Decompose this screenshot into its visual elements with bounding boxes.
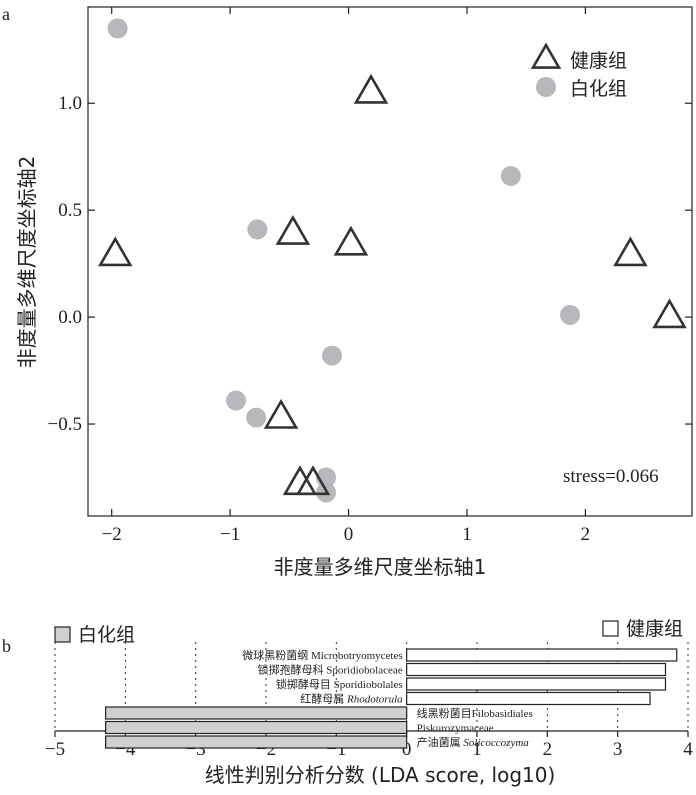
albino-point xyxy=(247,219,268,240)
albino-point xyxy=(226,390,247,411)
healthy-point xyxy=(333,225,369,256)
y-tick-label-a: 1.0 xyxy=(58,93,82,114)
scatter-points xyxy=(97,18,687,503)
healthy-point xyxy=(353,73,389,104)
plot-frame-a xyxy=(87,6,693,517)
healthy-point xyxy=(97,236,133,267)
y-tick-label-a: 0.0 xyxy=(58,307,82,328)
lda-bar xyxy=(406,677,667,691)
x-tick-label-b: 2 xyxy=(543,739,553,760)
y-axis-label-a: 非度量多维尺度坐标轴2 xyxy=(15,156,39,369)
panel-label-a: a xyxy=(2,4,10,24)
albino-point xyxy=(246,407,267,428)
lda-bar-label: 锁掷孢酵母科 Sporidiobolaceae xyxy=(258,663,403,677)
legend-triangle xyxy=(530,42,562,69)
x-tick-label-a: 2 xyxy=(581,524,591,545)
x-tick-label-b: 4 xyxy=(683,739,693,760)
x-tick-label-a: −2 xyxy=(102,524,122,545)
lda-bar xyxy=(105,720,408,735)
nmds-scatter-plot: −2 −1 0 1 2 −0.5 0.0 0.5 1.0 健康组 白化组 stress=0.0… xyxy=(15,6,693,579)
legend-marker-healthy xyxy=(530,42,562,69)
lda-bar xyxy=(105,706,408,720)
albino-point xyxy=(107,18,128,39)
legend-b: 白化组 健康组 xyxy=(54,618,683,646)
lda-bar-chart: −5 −4 −3 −2 −1 0 1 2 3 4 微球黑粉菌纲 Microbotryomycete… xyxy=(45,618,693,787)
x-tick-label-b: −5 xyxy=(45,739,65,760)
lda-bar-label: 产油菌属 Solicoccozyma xyxy=(417,735,530,749)
x-tick-label-b: 1 xyxy=(472,739,482,760)
healthy-point xyxy=(613,236,648,267)
x-tick-label-a: 0 xyxy=(344,524,354,545)
x-tick-label-b: 0 xyxy=(402,739,412,760)
lda-bar xyxy=(406,691,651,706)
x-tick-label-a: −1 xyxy=(220,524,240,545)
healthy-point xyxy=(275,214,311,245)
lda-bar-label: Piskurozymaceae xyxy=(417,723,494,735)
lda-bar xyxy=(406,662,667,677)
legend-a: 健康组 白化组 xyxy=(530,42,627,100)
x-tick-label-a: 1 xyxy=(462,524,472,545)
x-axis-ticks-a: −2 −1 0 1 2 xyxy=(102,7,591,545)
x-tick-label-b: 3 xyxy=(613,739,623,760)
y-axis-ticks-a: −0.5 0.0 0.5 1.0 xyxy=(48,93,692,435)
legend-label-healthy: 健康组 xyxy=(570,50,627,72)
legend-marker-albino-b xyxy=(54,626,71,643)
lda-bar xyxy=(105,735,408,749)
lda-bar-label: 锁掷酵母目 Sporidiobolales xyxy=(276,677,403,691)
lda-bar-label: 微球黑粉菌纲 Microbotryomycetes xyxy=(242,648,402,662)
stress-annotation: stress=0.066 xyxy=(563,466,659,487)
healthy-point xyxy=(263,398,299,429)
x-axis-label-a: 非度量多维尺度坐标轴1 xyxy=(274,555,487,579)
albino-point xyxy=(560,304,581,325)
y-tick-label-a: −0.5 xyxy=(48,414,82,435)
y-tick-label-a: 0.5 xyxy=(58,200,82,221)
healthy-point xyxy=(652,298,687,329)
lda-bar-label: 红酵母属 Rhodotorula xyxy=(300,693,403,706)
lda-bar xyxy=(406,648,678,662)
healthy-point xyxy=(295,465,331,496)
legend-marker-healthy-b xyxy=(602,620,619,637)
legend-marker-albino xyxy=(536,77,556,97)
legend-label-albino: 白化组 xyxy=(570,78,627,100)
albino-point xyxy=(321,345,342,366)
x-axis-label-b: 线性判别分析分数 (LDA score, log10) xyxy=(205,763,556,787)
legend-label-healthy-b: 健康组 xyxy=(626,618,683,640)
panel-label-b: b xyxy=(2,636,11,656)
lda-bar-label: 线黑粉菌目Filobasidiales xyxy=(417,706,533,720)
albino-point xyxy=(500,165,521,186)
x-axis-ticks-b: −5 −4 −3 −2 −1 0 1 2 3 4 xyxy=(45,731,693,760)
legend-label-albino-b: 白化组 xyxy=(78,624,135,646)
